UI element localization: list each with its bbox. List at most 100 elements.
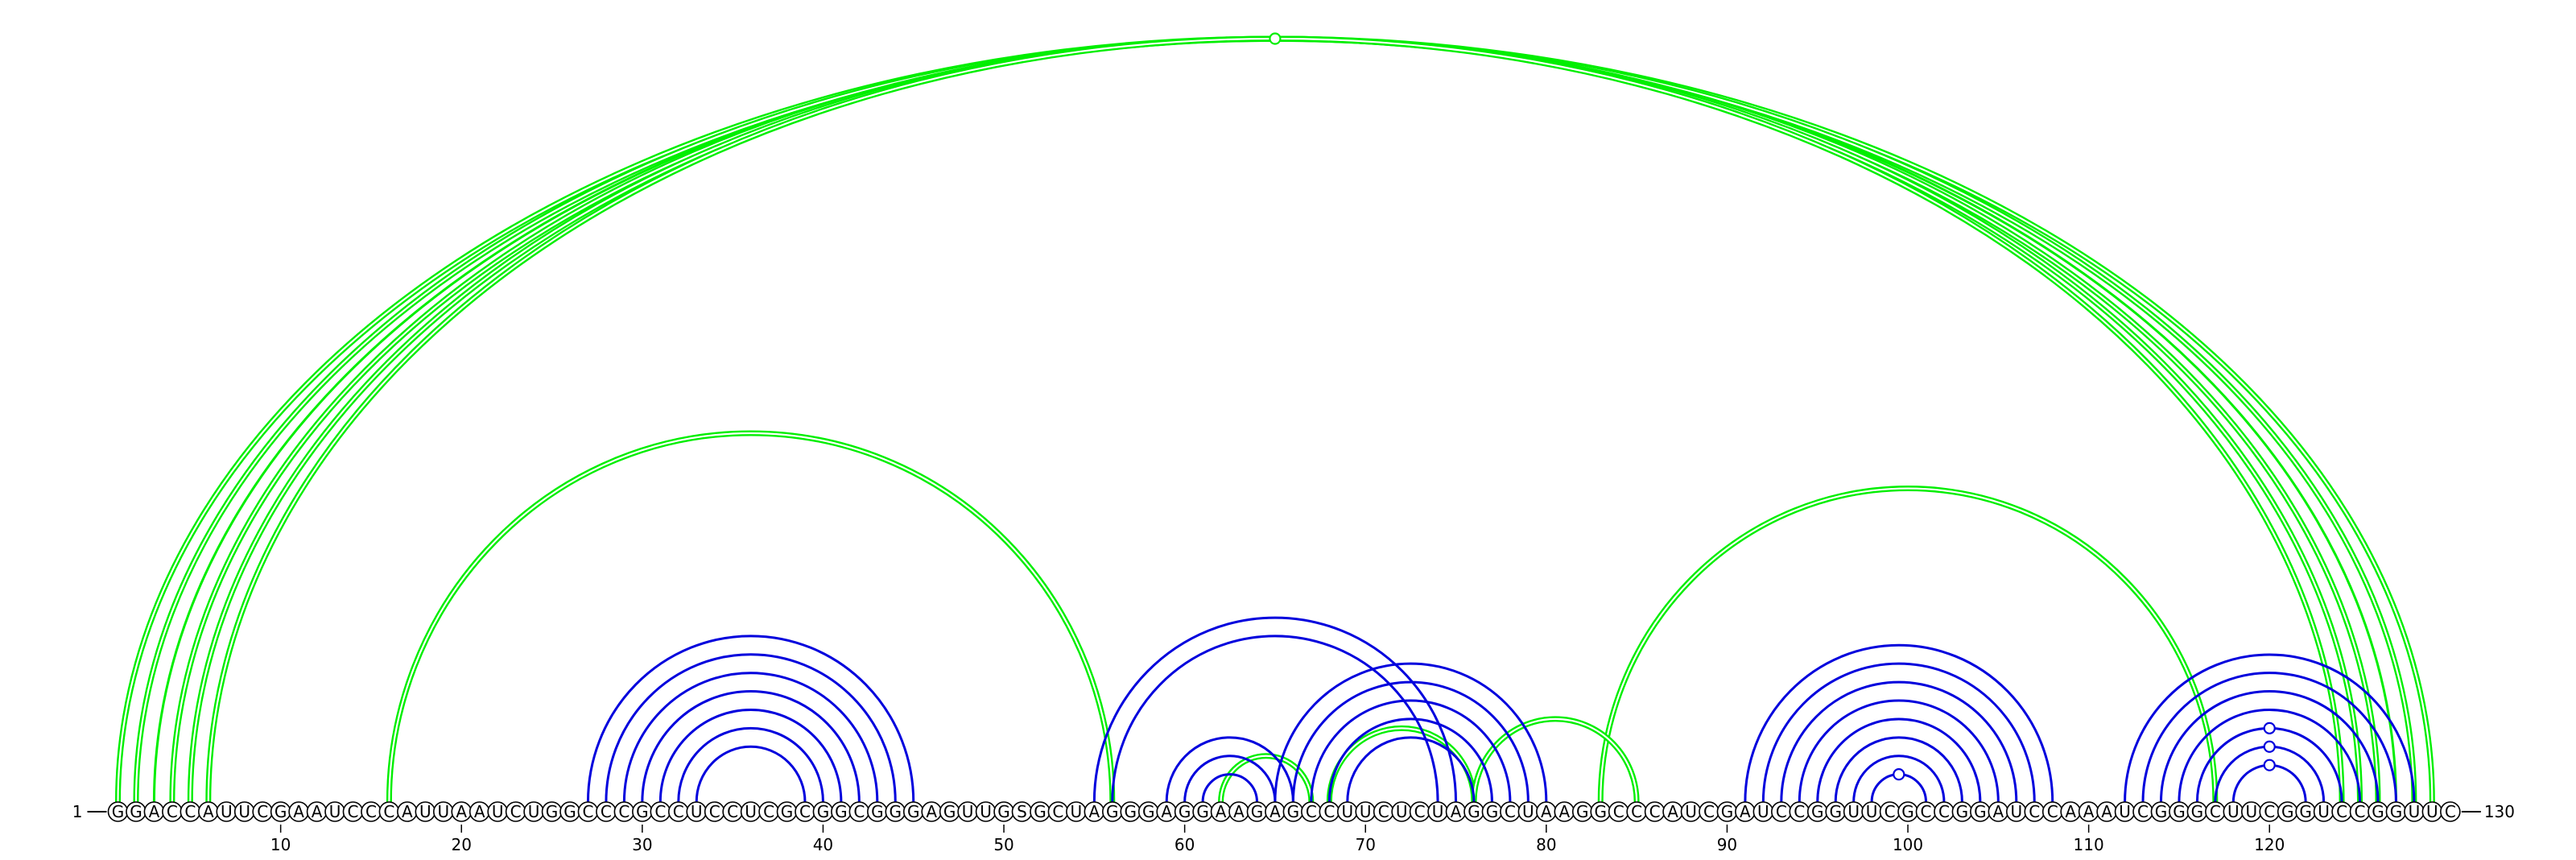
nucleotide-letter: U xyxy=(1071,802,1083,821)
nucleotide-letter: U xyxy=(962,802,974,821)
nucleotide-letter: U xyxy=(329,802,341,821)
nucleotide-letter: C xyxy=(347,802,358,821)
nucleotide-letter: C xyxy=(2445,802,2456,821)
base-pair-arc-91-108 xyxy=(1744,643,2054,803)
base-pair-arc-69-76 xyxy=(1346,736,1476,803)
nucleotide-letter: A xyxy=(1992,802,2004,821)
nucleotide-letter: A xyxy=(402,802,413,821)
nucleotide-letter: U xyxy=(1685,802,1697,821)
nucleotide-letter: U xyxy=(691,802,703,821)
nucleotide-letter: A xyxy=(1541,802,1552,821)
nucleotide-letter: C xyxy=(2137,802,2149,821)
nucleotide-letter: U xyxy=(238,802,250,821)
base-pair-arc-27-45 xyxy=(586,635,915,803)
base-pair-arc-29-43 xyxy=(622,672,879,803)
tick-label: 20 xyxy=(452,835,472,854)
nucleotide-letter: G xyxy=(907,802,920,821)
nucleotide-letter: U xyxy=(2010,802,2022,821)
nucleotide-letter: G xyxy=(546,802,559,821)
nucleotide-letter: C xyxy=(167,802,178,821)
nucleotide-letter: U xyxy=(2318,802,2330,821)
nucleotide-letter: C xyxy=(1885,802,1896,821)
base-pair-arc-gap-2-128 xyxy=(134,37,2416,803)
nucleotide-letter: C xyxy=(1052,802,1063,821)
nucleotide-letter: C xyxy=(582,802,593,821)
base-pair-arc-32-40 xyxy=(677,726,824,803)
nucleotide-letter: G xyxy=(2372,802,2384,821)
nucleotide-letter: U xyxy=(1522,802,1534,821)
nucleotide-letter: A xyxy=(1269,802,1281,821)
sequence-start-label: 1 xyxy=(72,802,83,821)
nucleotide-letter: G xyxy=(1179,802,1191,821)
nucleotide-letter: C xyxy=(184,802,196,821)
nucleotide-letter: A xyxy=(474,802,485,821)
nucleotide-letter: G xyxy=(2173,802,2186,821)
nucleotide-circle xyxy=(2440,801,2461,822)
nucleotide-letter: A xyxy=(1088,802,1100,821)
arc-marker-1-129 xyxy=(1269,32,1282,45)
arc-marker-98-101 xyxy=(1893,768,1905,781)
nucleotide-letter: C xyxy=(1938,802,1950,821)
nucleotide-letter: C xyxy=(2029,802,2040,821)
base-pair-arc-1-129 xyxy=(115,35,2435,803)
nucleotide-letter: C xyxy=(709,802,720,821)
nucleotide-letter: U xyxy=(1341,802,1353,821)
tick-label: 60 xyxy=(1174,835,1195,854)
nucleotide-letter: A xyxy=(1233,802,1245,821)
tick-label: 120 xyxy=(2254,835,2285,854)
base-pair-arc-gap-16-56 xyxy=(388,432,1113,803)
nucleotide-letter: G xyxy=(1196,802,1209,821)
nucleotide-letter: U xyxy=(2409,802,2421,821)
base-pair-arc-65-80 xyxy=(1274,662,1548,803)
nucleotide-letter: G xyxy=(130,802,142,821)
nucleotide-letter: U xyxy=(2119,802,2131,821)
nucleotide-letter: A xyxy=(149,802,160,821)
nucleotide-letter: G xyxy=(2191,802,2204,821)
nucleotide-letter: C xyxy=(799,802,811,821)
base-pair-arc-96-103 xyxy=(1834,736,1963,803)
base-pair-arc-3-127 xyxy=(152,37,2397,803)
nucleotide-letter: C xyxy=(1921,802,1932,821)
nucleotide-letter: C xyxy=(1703,802,1715,821)
base-pair-arc-66-79 xyxy=(1291,680,1530,803)
nucleotide-letter: C xyxy=(853,802,865,821)
tick-label: 50 xyxy=(993,835,1013,854)
base-pair-arc-30-42 xyxy=(641,690,861,803)
nucleotide-letter: G xyxy=(1576,802,1589,821)
nucleotide-letter: U xyxy=(1847,802,1860,821)
base-pair-arc-28-44 xyxy=(605,653,897,803)
nucleotide-letter: U xyxy=(2227,802,2240,821)
nucleotide-letter: G xyxy=(636,802,649,821)
nucleotide-letter: C xyxy=(2264,802,2275,821)
base-pair-arc-95-104 xyxy=(1816,717,1982,803)
tick-label: 30 xyxy=(632,835,652,854)
nucleotide-letter: A xyxy=(293,802,304,821)
nucleotide-letter: U xyxy=(2245,802,2257,821)
base-pair-arc-gap-6-124 xyxy=(207,37,2343,803)
nucleotide-letter: C xyxy=(618,802,630,821)
nucleotide-letter: A xyxy=(2101,802,2112,821)
nucleotide-letter: S xyxy=(1017,802,1027,821)
nucleotide-letter: U xyxy=(437,802,449,821)
nucleotide-letter: U xyxy=(980,802,992,821)
base-pair-arc-94-105 xyxy=(1798,699,2000,803)
nucleotide-letter: C xyxy=(1631,802,1642,821)
base-pair-arc-55-75 xyxy=(1092,616,1458,803)
nucleotide-letter: G xyxy=(1901,802,1914,821)
tick-label: 70 xyxy=(1356,835,1376,854)
base-pair-arc-60-65 xyxy=(1183,755,1277,803)
nucleotide-letter: G xyxy=(1486,802,1499,821)
nucleotide-letter: G xyxy=(2390,802,2403,821)
nucleotide-letter: C xyxy=(2047,802,2058,821)
nucleotide-letter: A xyxy=(2065,802,2076,821)
nucleotide-letter: G xyxy=(1811,802,1824,821)
nucleotide-letter: A xyxy=(926,802,937,821)
nucleotide-letter: C xyxy=(2210,802,2221,821)
nucleotide-letter: G xyxy=(1594,802,1607,821)
nucleotide-letter: C xyxy=(1613,802,1624,821)
nucleotide-letter: U xyxy=(2426,802,2438,821)
nucleotide-letter: C xyxy=(1649,802,1661,821)
